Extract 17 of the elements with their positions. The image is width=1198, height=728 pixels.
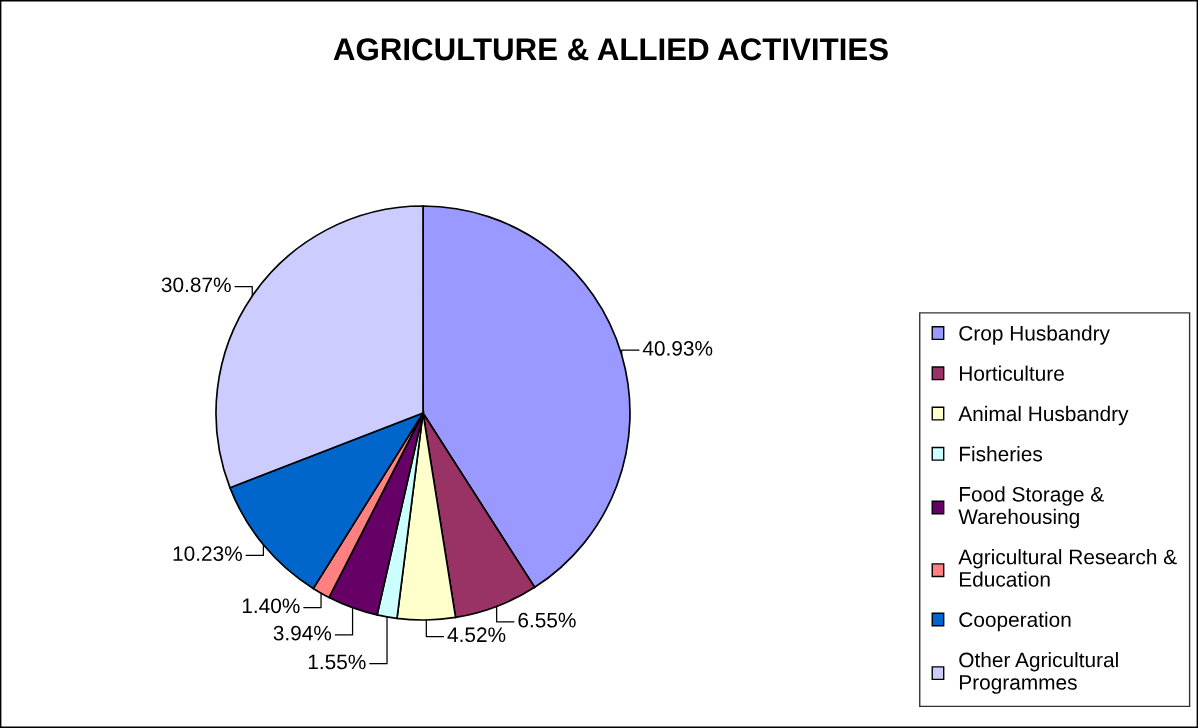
data-label: 30.87% bbox=[161, 277, 231, 293]
legend-label: Food Storage & Warehousing bbox=[958, 486, 1104, 529]
data-label: 1.55% bbox=[308, 654, 366, 670]
data-label: 1.40% bbox=[242, 598, 300, 614]
chart-title: AGRICULTURE & ALLIED ACTIVITIES bbox=[333, 38, 888, 61]
data-label: 4.52% bbox=[447, 627, 506, 643]
legend-label: Animal Husbandry bbox=[958, 405, 1129, 426]
legend-label: Crop Husbandry bbox=[959, 325, 1110, 345]
data-label: 40.93% bbox=[642, 341, 713, 356]
data-label: 10.23% bbox=[173, 546, 242, 561]
legend-label: Other Agricultural Programmes bbox=[959, 652, 1118, 694]
legend-label: Agricultural Research & Education bbox=[958, 549, 1177, 587]
legend-label: Fisheries bbox=[959, 446, 1043, 462]
legend-label: Cooperation bbox=[959, 611, 1071, 632]
data-label: 6.55% bbox=[518, 612, 576, 628]
data-label: 3.94% bbox=[273, 625, 332, 641]
legend-label: Horticulture bbox=[959, 365, 1064, 381]
